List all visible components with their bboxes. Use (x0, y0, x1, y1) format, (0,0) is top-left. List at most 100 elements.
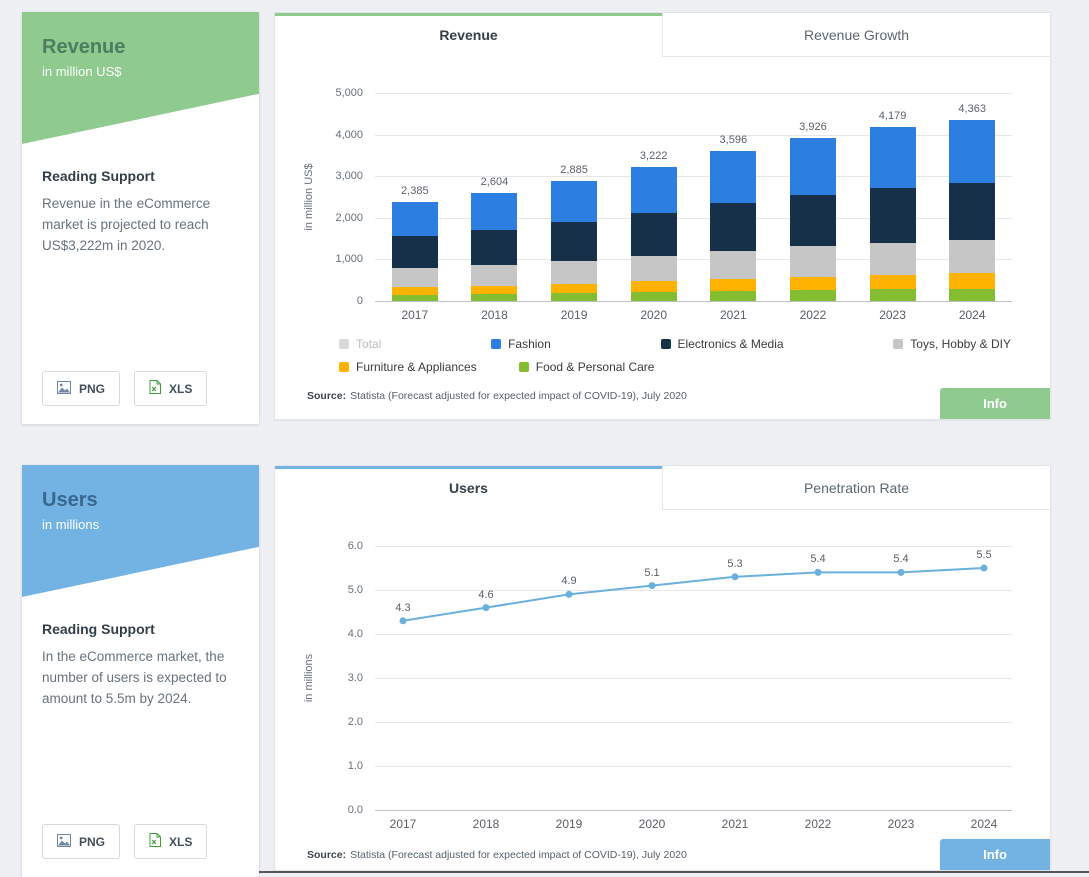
bar-total-label: 4,363 (958, 102, 986, 115)
bar-segment[interactable] (471, 294, 518, 301)
tab-users[interactable]: Users (275, 466, 662, 510)
y-tick-label: 0.0 (347, 804, 363, 816)
download-xls-label: XLS (169, 834, 193, 849)
bar-segment[interactable] (551, 222, 598, 262)
stacked-bar[interactable] (471, 192, 518, 301)
x-axis-label: 2023 (879, 308, 906, 322)
bar-segment[interactable] (630, 166, 677, 214)
bar-segment[interactable] (391, 235, 438, 269)
bar-segment[interactable] (471, 265, 518, 286)
source-line: Source: Statista (Forecast adjusted for e… (307, 849, 930, 861)
reading-support-text: In the eCommerce market, the number of u… (42, 649, 227, 706)
tab-penetration-rate[interactable]: Penetration Rate (662, 466, 1050, 510)
stacked-bar[interactable] (710, 151, 757, 301)
data-point-marker[interactable] (731, 573, 739, 581)
stacked-bar[interactable] (869, 127, 916, 301)
data-point-marker[interactable] (980, 564, 988, 572)
legend-label: Toys, Hobby & DIY (910, 337, 1011, 351)
stacked-bar[interactable] (391, 201, 438, 301)
revenue-card-ribbon: Revenue in million US$ (22, 12, 259, 144)
bar-segment[interactable] (949, 273, 996, 289)
bar-segment[interactable] (471, 230, 518, 266)
download-xls-button[interactable]: XLS (134, 824, 208, 859)
download-png-button[interactable]: PNG (42, 824, 121, 859)
legend-item[interactable]: Total (339, 337, 381, 351)
bar-segment[interactable] (551, 261, 598, 284)
bar-segment[interactable] (551, 180, 598, 223)
bar-segment[interactable] (789, 246, 836, 277)
download-xls-button[interactable]: XLS (134, 371, 208, 406)
bar-column: 3,926 (778, 93, 848, 301)
bar-segment[interactable] (551, 283, 598, 294)
bar-total-label: 3,222 (639, 149, 668, 162)
bar-segment[interactable] (789, 276, 836, 291)
bar-segment[interactable] (949, 240, 996, 274)
bar-segment[interactable] (471, 192, 518, 231)
bar-segment[interactable] (710, 151, 757, 204)
stacked-bar[interactable] (789, 137, 836, 301)
legend-item[interactable]: Fashion (491, 337, 551, 351)
bar-segment[interactable] (869, 188, 916, 243)
bar-segment[interactable] (710, 203, 757, 252)
bar-segment[interactable] (391, 201, 438, 236)
x-axis-label: 2022 (799, 308, 827, 322)
y-tick-label: 1,000 (335, 253, 363, 266)
stacked-bar[interactable] (949, 119, 996, 301)
data-point-marker[interactable] (565, 590, 573, 598)
bar-segment[interactable] (391, 268, 438, 288)
info-button[interactable]: Info (940, 388, 1050, 419)
source-text: Statista (Forecast adjusted for expected… (350, 390, 687, 402)
data-point-marker[interactable] (897, 568, 905, 576)
bar-segment[interactable] (789, 194, 836, 247)
bar-segment[interactable] (630, 256, 677, 282)
legend-item[interactable]: Food & Personal Care (518, 360, 654, 374)
bar-segment[interactable] (949, 183, 996, 241)
x-axis-label: 2023 (887, 817, 915, 831)
legend-item[interactable]: Electronics & Media (660, 337, 784, 351)
gridline (375, 810, 1012, 811)
bar-segment[interactable] (630, 281, 677, 293)
legend-item[interactable]: Furniture & Appliances (339, 360, 477, 374)
tab-revenue[interactable]: Revenue (275, 13, 662, 57)
legend-label: Fashion (508, 337, 551, 351)
stacked-bar[interactable] (551, 180, 598, 301)
bar-segment[interactable] (710, 291, 757, 301)
gridline (375, 259, 1012, 261)
gridline (375, 176, 1012, 178)
users-line-chart: in millions 6.0 5.0 4.0 3.0 2.0 1.0 0.0 4.3 4.6 4… (303, 540, 1012, 816)
bar-total-label: 2,604 (480, 175, 509, 188)
bar-segment[interactable] (789, 137, 836, 195)
legend-swatch (339, 339, 349, 349)
source-text: Statista (Forecast adjusted for expected… (350, 849, 687, 861)
bar-segment[interactable] (949, 288, 996, 301)
bar-segment[interactable] (869, 127, 916, 189)
data-point-marker[interactable] (482, 604, 490, 612)
bar-segment[interactable] (869, 289, 916, 301)
bar-segment[interactable] (869, 242, 916, 275)
stacked-bar[interactable] (630, 166, 677, 301)
bar-segment[interactable] (630, 292, 677, 301)
tab-revenue-growth[interactable]: Revenue Growth (662, 13, 1050, 57)
plot-area: 6.0 5.0 4.0 3.0 2.0 1.0 0.0 4.3 4.6 4.9 5.1 5.3 5.4 5… (348, 540, 1012, 816)
bar-segment[interactable] (710, 278, 757, 292)
data-point-marker[interactable] (648, 582, 656, 590)
bar-segment[interactable] (710, 251, 757, 279)
bar-segment[interactable] (391, 294, 438, 301)
info-button[interactable]: Info (940, 839, 1050, 870)
data-point-marker[interactable] (814, 568, 822, 576)
y-tick-label: 4.0 (347, 628, 363, 640)
download-png-button[interactable]: PNG (42, 371, 121, 406)
bar-segment[interactable] (391, 287, 438, 295)
x-axis-label: 2021 (719, 308, 747, 322)
legend-item[interactable]: Toys, Hobby & DIY (893, 337, 1011, 351)
download-png-label: PNG (79, 381, 106, 396)
bar-segment[interactable] (471, 285, 518, 295)
bar-segment[interactable] (949, 119, 996, 184)
bar-segment[interactable] (630, 213, 677, 257)
chart-legend: Total Fashion Electronics & Media Toys, Hob… (339, 337, 1050, 374)
data-point-marker[interactable] (399, 617, 407, 625)
tab-label: Penetration Rate (803, 479, 910, 496)
bar-segment[interactable] (869, 274, 916, 290)
bar-segment[interactable] (551, 293, 598, 301)
bar-segment[interactable] (789, 290, 836, 301)
